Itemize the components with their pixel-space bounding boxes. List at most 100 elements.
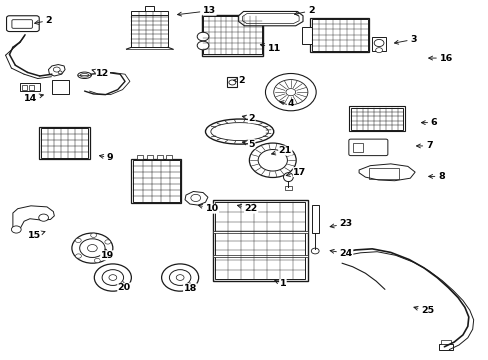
Circle shape: [197, 41, 208, 50]
Bar: [41, 129, 88, 158]
Text: 24: 24: [329, 249, 352, 258]
Text: 3: 3: [394, 35, 416, 44]
Text: 14: 14: [24, 94, 43, 103]
Circle shape: [273, 80, 307, 105]
Bar: [212, 231, 307, 233]
Circle shape: [76, 254, 81, 258]
Bar: [133, 160, 179, 202]
Bar: [22, 85, 27, 90]
Bar: [438, 344, 452, 350]
Bar: [311, 19, 367, 51]
Bar: [368, 168, 398, 179]
Bar: [131, 159, 181, 203]
Text: 2: 2: [233, 76, 245, 85]
Text: 12: 12: [92, 69, 109, 78]
Circle shape: [94, 258, 100, 263]
Circle shape: [258, 149, 287, 171]
Text: 13: 13: [177, 6, 216, 16]
Circle shape: [375, 48, 382, 53]
Bar: [131, 12, 167, 15]
Circle shape: [11, 226, 21, 233]
Text: 1: 1: [274, 279, 285, 288]
Text: 18: 18: [183, 283, 197, 293]
Circle shape: [265, 73, 316, 111]
Circle shape: [373, 40, 383, 46]
Bar: [144, 6, 154, 13]
Bar: [131, 12, 167, 47]
Bar: [52, 80, 69, 94]
Text: 19: 19: [101, 249, 114, 260]
Circle shape: [190, 194, 200, 202]
Bar: [285, 186, 291, 190]
Text: 17: 17: [285, 168, 306, 177]
Bar: [201, 15, 263, 55]
Circle shape: [109, 275, 117, 280]
Text: 2: 2: [35, 16, 52, 25]
Text: 20: 20: [118, 282, 131, 292]
Bar: [203, 16, 261, 54]
Ellipse shape: [283, 173, 293, 181]
Polygon shape: [48, 64, 65, 76]
Circle shape: [228, 80, 235, 85]
Text: 4: 4: [279, 99, 293, 108]
Bar: [348, 107, 404, 131]
Bar: [212, 201, 307, 281]
Circle shape: [72, 233, 113, 263]
Text: 5: 5: [242, 140, 254, 149]
Circle shape: [80, 239, 105, 257]
Bar: [440, 340, 450, 344]
Bar: [137, 155, 143, 159]
Bar: [147, 155, 153, 159]
Circle shape: [169, 270, 190, 285]
Circle shape: [75, 238, 81, 243]
Bar: [20, 83, 40, 91]
Circle shape: [197, 32, 208, 41]
Circle shape: [161, 264, 198, 291]
Text: 2: 2: [294, 6, 314, 15]
Bar: [157, 155, 162, 159]
Circle shape: [58, 71, 62, 74]
Text: 16: 16: [428, 54, 452, 63]
Circle shape: [311, 248, 319, 254]
Circle shape: [53, 67, 60, 72]
Polygon shape: [13, 206, 54, 232]
Bar: [371, 37, 385, 51]
Ellipse shape: [78, 72, 91, 78]
FancyBboxPatch shape: [348, 139, 387, 156]
Text: 22: 22: [237, 204, 257, 213]
Bar: [29, 85, 34, 90]
Text: 11: 11: [260, 44, 281, 53]
Bar: [212, 255, 307, 257]
FancyBboxPatch shape: [6, 16, 39, 32]
Circle shape: [104, 240, 110, 244]
Polygon shape: [238, 12, 303, 26]
Text: 10: 10: [198, 204, 218, 213]
Text: 21: 21: [271, 146, 291, 155]
Circle shape: [94, 264, 131, 291]
Bar: [310, 18, 368, 52]
Circle shape: [39, 214, 48, 221]
Text: 9: 9: [99, 153, 113, 162]
Ellipse shape: [80, 73, 89, 77]
Text: 15: 15: [27, 231, 45, 240]
FancyBboxPatch shape: [12, 20, 32, 28]
Bar: [166, 155, 172, 159]
Text: 8: 8: [428, 172, 444, 181]
Circle shape: [285, 89, 295, 96]
Circle shape: [87, 244, 97, 252]
Text: 7: 7: [416, 141, 431, 150]
Text: 2: 2: [242, 114, 255, 123]
Bar: [39, 127, 90, 159]
Circle shape: [90, 233, 96, 237]
Text: 25: 25: [413, 306, 433, 315]
Text: 6: 6: [421, 118, 436, 127]
Bar: [352, 143, 363, 152]
Polygon shape: [184, 192, 207, 205]
Bar: [350, 108, 403, 130]
Bar: [215, 202, 305, 279]
Circle shape: [249, 143, 296, 177]
Polygon shape: [358, 164, 414, 181]
Bar: [227, 77, 237, 87]
Bar: [302, 27, 311, 44]
Text: 23: 23: [329, 219, 352, 228]
